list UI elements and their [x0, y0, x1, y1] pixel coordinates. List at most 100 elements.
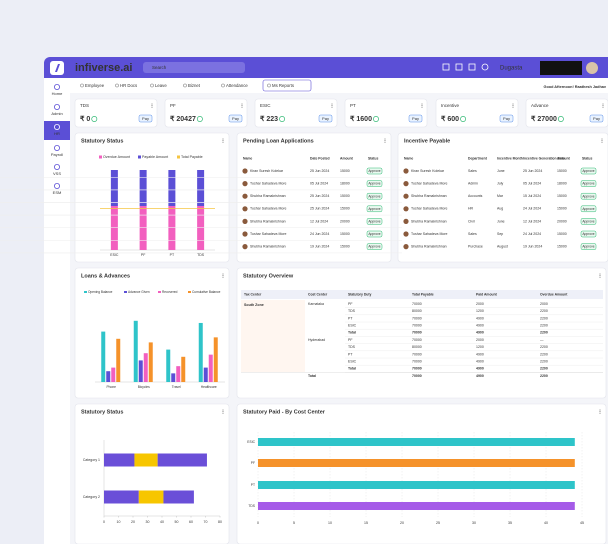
pay-label[interactable]: Pay [412, 116, 419, 121]
cell: 70000 [412, 367, 422, 371]
status-pill[interactable] [366, 167, 383, 175]
sidebar-icon [54, 163, 61, 170]
x-tick-label: 15 [364, 521, 368, 525]
bar-segment [139, 170, 147, 206]
cell: 80000 [412, 309, 422, 313]
tab[interactable]: Biznet [188, 83, 201, 88]
check-icon [279, 116, 286, 122]
cell: Tushar Sahadeva More [250, 182, 286, 186]
status[interactable]: Approve [368, 232, 380, 236]
status-pill[interactable] [580, 180, 597, 187]
bar-segment [197, 170, 205, 206]
sidebar-item[interactable]: Home [52, 91, 63, 96]
logo-glyph [55, 64, 60, 72]
cell: 15 Jul 2024 [523, 194, 541, 198]
tab-icon [115, 83, 119, 88]
tab[interactable]: Leave [155, 83, 167, 88]
cell: 70000 [412, 316, 422, 320]
menu-dot [222, 275, 224, 277]
status-pill[interactable] [580, 243, 597, 250]
status[interactable]: Approve [368, 182, 380, 186]
y-tick-label: TDS [248, 504, 255, 508]
tab[interactable]: Attendance [226, 83, 248, 88]
x-tick-label: 35 [508, 521, 512, 525]
column-header: Amount [340, 156, 354, 160]
status-pill[interactable] [580, 192, 597, 200]
cell: July [497, 182, 503, 186]
x-tick-label: 10 [117, 520, 121, 524]
status-pill[interactable] [366, 243, 383, 250]
pay-button[interactable] [499, 114, 514, 123]
tab[interactable]: HR Docs [120, 83, 137, 88]
cell: 25 Jun 2024 [310, 169, 329, 173]
cell: 1200 [476, 309, 484, 313]
sidebar-item[interactable]: Admin [51, 111, 62, 116]
cell: 20000 [557, 219, 567, 223]
sidebar-item[interactable]: VSS [53, 171, 61, 176]
status[interactable]: Approve [368, 245, 380, 249]
sidebar-item[interactable]: Payroll [51, 152, 63, 157]
pay-button[interactable] [228, 114, 243, 123]
search-box[interactable] [143, 62, 245, 73]
status[interactable]: Approve [582, 194, 594, 198]
status[interactable]: Approve [368, 194, 380, 198]
avatar[interactable] [586, 62, 598, 74]
status-pill[interactable] [366, 180, 383, 187]
panel [74, 403, 230, 544]
x-tick-label: 80 [218, 520, 222, 524]
status[interactable]: Approve [368, 219, 380, 223]
status[interactable]: Approve [582, 169, 594, 173]
greeting: Good Afternoon! Raathesh Jadhav [543, 85, 606, 89]
status[interactable]: Approve [368, 169, 380, 173]
status[interactable]: Approve [582, 245, 594, 249]
bar [143, 353, 148, 382]
pay-button[interactable] [138, 114, 153, 123]
status-pill[interactable] [366, 218, 383, 225]
cell: Tushar Sahadeva More [250, 232, 286, 236]
bar [258, 438, 575, 446]
status[interactable]: Approve [582, 182, 594, 186]
cell: 15000 [340, 169, 350, 173]
status[interactable]: Approve [582, 207, 594, 211]
status-pill[interactable] [366, 205, 383, 213]
search-placeholder: Search [152, 65, 167, 70]
sidebar-item[interactable]: ESM [53, 190, 62, 195]
tab[interactable]: Employee [85, 83, 105, 88]
status[interactable]: Approve [582, 219, 594, 223]
status-pill[interactable] [580, 230, 597, 238]
status-pill[interactable] [366, 230, 383, 238]
pay-label[interactable]: Pay [503, 116, 510, 121]
sidebar-item[interactable]: HR [54, 131, 60, 136]
tab[interactable]: Ms Reports [272, 83, 294, 88]
bar-segment [134, 453, 158, 467]
cost-center: Karnataka [308, 302, 324, 306]
cell: 15000 [340, 232, 350, 236]
cell: 19 Jun 2024 [310, 245, 329, 249]
menu-dot [331, 105, 333, 107]
pay-button[interactable] [318, 114, 333, 123]
card-amount: ₹ 27000 [531, 115, 557, 123]
x-tick-label: 70 [204, 520, 208, 524]
menu-dot [151, 105, 153, 107]
pay-label[interactable]: Pay [593, 116, 600, 121]
card-amount: ₹ 1600 [350, 115, 372, 123]
cell: Total [348, 331, 356, 335]
pay-label[interactable]: Pay [322, 116, 329, 121]
menu-dot [599, 275, 601, 277]
pay-label[interactable]: Pay [232, 116, 239, 121]
status[interactable]: Approve [582, 232, 594, 236]
status-pill[interactable] [580, 167, 597, 175]
avatar-thumb [403, 244, 409, 250]
tab-icon [150, 83, 154, 88]
status[interactable]: Approve [368, 207, 380, 211]
status-pill[interactable] [580, 218, 597, 225]
pay-button[interactable] [408, 114, 423, 123]
check-icon [460, 116, 467, 122]
panel [236, 132, 392, 263]
pay-button[interactable] [589, 114, 604, 123]
pay-label[interactable]: Pay [142, 116, 149, 121]
bar [198, 322, 203, 382]
cell: TDS [348, 345, 356, 349]
status-pill[interactable] [366, 192, 383, 200]
status-pill[interactable] [580, 205, 597, 213]
